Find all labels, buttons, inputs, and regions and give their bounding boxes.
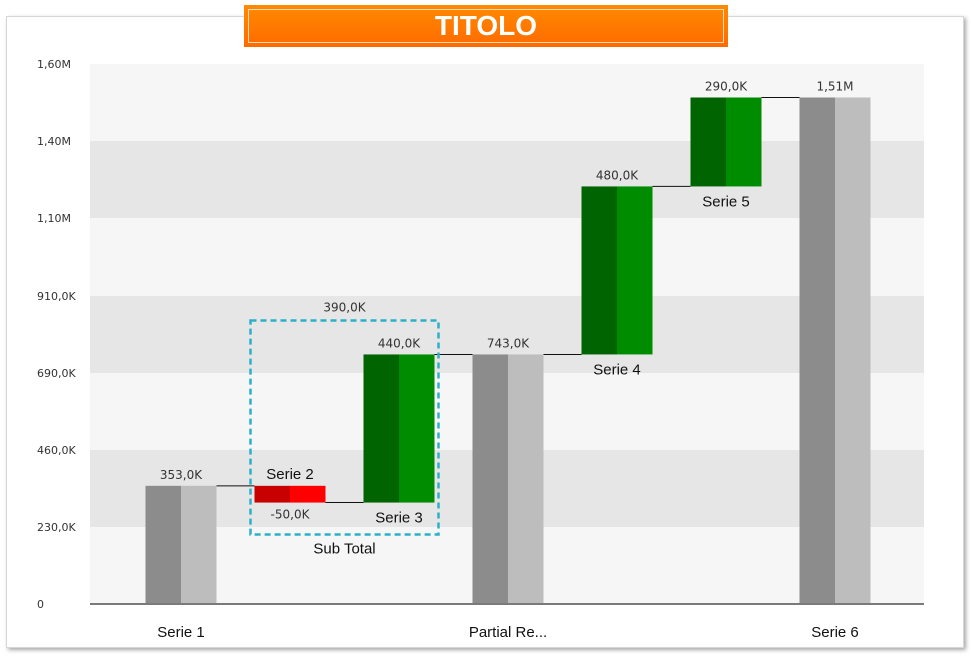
y-tick-label: 460,0K: [37, 444, 76, 457]
bar-light-half: [508, 354, 544, 604]
category-label: Serie 2: [266, 466, 314, 483]
bar-dark-half: [254, 485, 290, 503]
chart-title-box: TITOLO: [244, 5, 728, 47]
bar-dark-half: [690, 97, 726, 187]
subtotal-value-label: 390,0K: [323, 300, 366, 314]
bar-light-half: [726, 97, 762, 187]
category-label: Serie 1: [157, 624, 205, 641]
background-band: [90, 141, 924, 218]
data-labels: 353,0K Serie 1 -50,0K Serie 2 440,0K Serie 3 7…: [157, 79, 859, 641]
y-tick-label: 910,0K: [37, 290, 76, 303]
bar-light-half: [399, 354, 435, 503]
y-axis-ticks: 0 230,0K 460,0K 690,0K 910,0K 1,10M 1,40M 1,60M: [37, 58, 76, 611]
bar-light-half: [181, 485, 217, 604]
y-tick-label: 230,0K: [37, 521, 76, 534]
data-label: 1,51M: [816, 79, 853, 93]
data-label: 353,0K: [160, 468, 203, 482]
data-label: 480,0K: [596, 168, 639, 182]
background-band: [90, 218, 924, 296]
background-bands: [90, 64, 924, 604]
category-label: Partial Re...: [469, 624, 547, 641]
data-label: 290,0K: [705, 79, 748, 93]
chart-title: TITOLO: [248, 9, 724, 43]
y-tick-label: 1,60M: [37, 58, 71, 71]
background-band: [90, 64, 924, 141]
category-label: Serie 3: [375, 510, 423, 527]
bar-dark-half: [145, 485, 181, 604]
y-tick-label: 0: [37, 598, 44, 611]
y-tick-label: 690,0K: [37, 367, 76, 380]
category-label: Serie 4: [593, 361, 641, 378]
bar-dark-half: [581, 186, 617, 355]
subtotal-group: 390,0K Sub Total: [249, 300, 440, 558]
subtotal-label: Sub Total: [313, 541, 375, 558]
data-label: 440,0K: [378, 336, 421, 350]
category-label: Serie 5: [702, 193, 750, 210]
bar-dark-half: [799, 97, 835, 605]
bar-light-half: [617, 186, 653, 355]
bar-light-half: [290, 485, 326, 503]
bars: [145, 97, 871, 605]
data-label: 743,0K: [487, 336, 530, 350]
category-label: Serie 6: [811, 624, 859, 641]
connector-lines: [216, 96, 800, 504]
subtotal-box: [249, 319, 440, 536]
y-tick-label: 1,10M: [37, 212, 71, 225]
y-tick-label: 1,40M: [37, 135, 71, 148]
bar-dark-half: [472, 354, 508, 604]
bar-dark-half: [363, 354, 399, 503]
bar-light-half: [835, 97, 871, 605]
data-label: -50,0K: [271, 508, 311, 522]
